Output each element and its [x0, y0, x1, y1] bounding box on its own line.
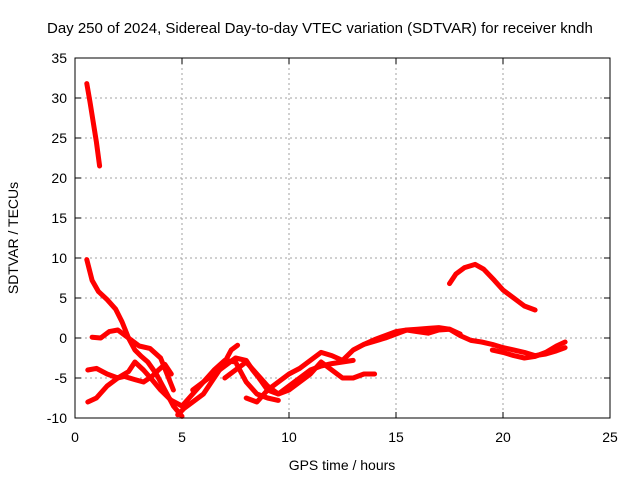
- y-tick-label: 5: [59, 290, 67, 306]
- x-axis-title: GPS time / hours: [289, 457, 396, 473]
- series-arc-9: [243, 326, 463, 405]
- y-tick-label: 25: [51, 130, 67, 146]
- series-arc-12: [447, 261, 538, 313]
- y-tick-label: 30: [51, 90, 67, 106]
- grid: [75, 58, 610, 418]
- y-tick-label: 10: [51, 250, 67, 266]
- x-tick-label: 25: [602, 429, 618, 445]
- y-tick-label: 15: [51, 210, 67, 226]
- series-arc-8: [222, 359, 378, 397]
- y-tick-label: 0: [59, 330, 67, 346]
- series-arc-11: [489, 339, 568, 361]
- x-tick-label: 0: [71, 429, 79, 445]
- chart-title: Day 250 of 2024, Sidereal Day-to-day VTE…: [47, 20, 593, 37]
- series-arc-5: [85, 361, 174, 405]
- series-arc-1: [84, 81, 103, 169]
- y-tick-label: -10: [47, 410, 67, 426]
- x-tick-label: 20: [495, 429, 511, 445]
- x-tick-label: 15: [388, 429, 404, 445]
- series-arc-6: [175, 342, 241, 418]
- y-tick-label: 20: [51, 170, 67, 186]
- data-series: [84, 81, 568, 419]
- x-tick-label: 5: [178, 429, 186, 445]
- plot-frame: [74, 57, 611, 419]
- y-axis-title: SDTVAR / TECUs: [5, 182, 21, 294]
- series-arc-2: [84, 257, 185, 419]
- x-tick-label: 10: [281, 429, 297, 445]
- y-tick-label: -5: [55, 370, 68, 386]
- y-tick-label: 35: [51, 50, 67, 66]
